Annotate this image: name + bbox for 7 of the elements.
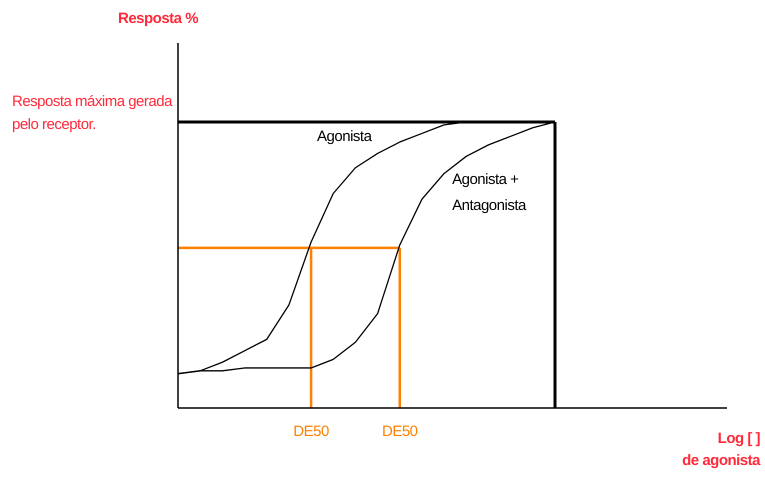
- text: Resposta %: [118, 9, 198, 29]
- series-label: Agonista: [317, 127, 372, 147]
- text: Log [ ] de agonista: [681, 429, 760, 471]
- ref-line-label: Resposta máxima gerada pelo receptor.: [12, 92, 172, 135]
- series-label: Agonista + Antagonista: [452, 170, 528, 216]
- x-tick-label: DE50: [382, 423, 418, 440]
- x-tick-label: DE50: [293, 423, 329, 440]
